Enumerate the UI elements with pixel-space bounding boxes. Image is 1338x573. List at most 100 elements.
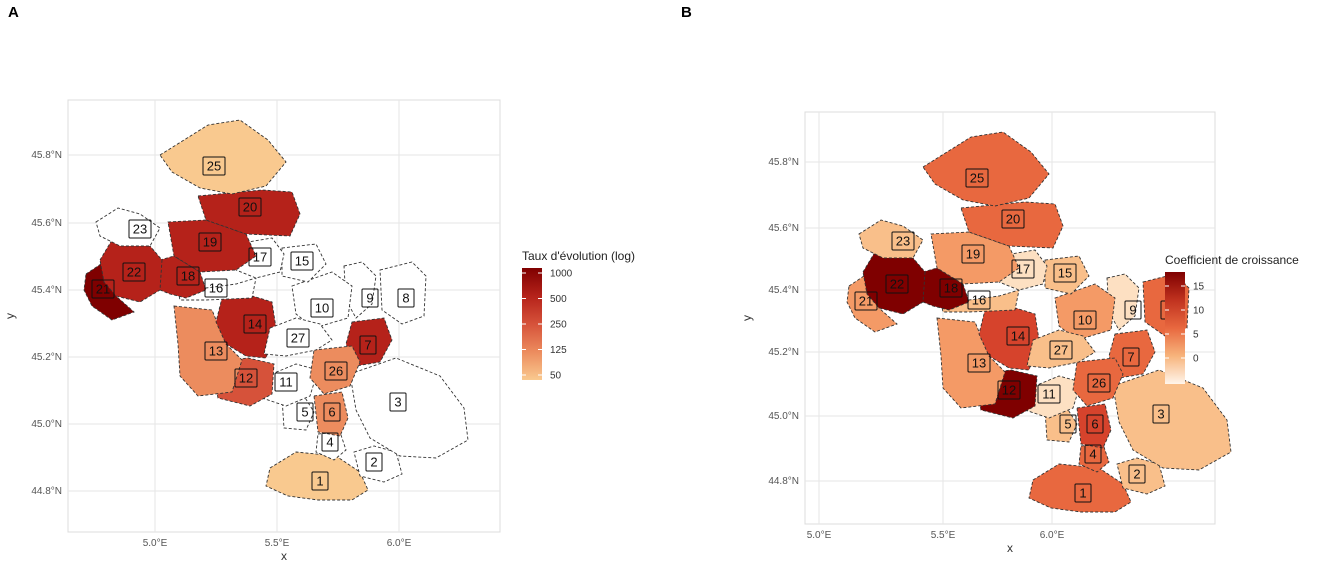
region-label-box-7 <box>1122 347 1140 367</box>
region-18[interactable] <box>922 267 970 311</box>
x-axis-title: x <box>281 549 287 563</box>
region-label-box-26 <box>324 361 348 381</box>
y-tick-label: 45.8°N <box>768 157 799 168</box>
region-label-box-17 <box>248 247 272 267</box>
region-label-16: 16 <box>209 281 223 296</box>
legend-tick-label: 500 <box>550 294 567 305</box>
region-3[interactable] <box>349 357 469 459</box>
region-label-2: 2 <box>1133 467 1140 482</box>
region-label-26: 26 <box>329 364 343 379</box>
x-tick-label: 5.0°E <box>143 538 168 549</box>
legend-tick-label: 10 <box>1193 306 1205 317</box>
region-label-box-5 <box>296 402 314 422</box>
region-label-2: 2 <box>370 455 377 470</box>
y-axis-title: y <box>740 315 754 321</box>
panel-a-letter: A <box>8 4 19 21</box>
region-label-26: 26 <box>1092 376 1106 391</box>
y-tick-label: 44.8°N <box>768 476 799 487</box>
region-15[interactable] <box>281 243 327 283</box>
region-label-box-11 <box>274 372 298 392</box>
region-label-7: 7 <box>1127 350 1134 365</box>
region-label-3: 3 <box>394 395 401 410</box>
region-label-box-3 <box>1152 404 1170 424</box>
legend-title: Coefficient de croissance <box>1165 253 1299 267</box>
region-label-7: 7 <box>364 338 371 353</box>
region-label-box-18 <box>176 266 200 286</box>
legend-colorbar <box>522 268 542 380</box>
region-10[interactable] <box>291 271 353 329</box>
region-7[interactable] <box>345 317 393 367</box>
y-tick-label: 45.6°N <box>31 218 62 229</box>
region-label-box-15 <box>1053 263 1077 283</box>
region-label-6: 6 <box>328 405 335 420</box>
region-label-box-13 <box>204 341 228 361</box>
x-axis-title: x <box>1007 541 1013 555</box>
region-11[interactable] <box>261 363 319 407</box>
region-label-13: 13 <box>972 356 986 371</box>
y-tick-label: 45.4°N <box>31 285 62 296</box>
region-label-box-9 <box>361 288 379 308</box>
panel-b-letter: B <box>681 4 692 21</box>
region-label-22: 22 <box>127 265 141 280</box>
region-label-8: 8 <box>402 291 409 306</box>
region-label-15: 15 <box>295 254 309 269</box>
region-label-15: 15 <box>1058 266 1072 281</box>
region-26[interactable] <box>1072 357 1124 407</box>
region-9[interactable] <box>1106 273 1140 331</box>
region-18[interactable] <box>159 255 207 299</box>
region-label-17: 17 <box>1016 262 1030 277</box>
region-10[interactable] <box>1054 283 1116 341</box>
region-label-21: 21 <box>859 294 873 309</box>
region-15[interactable] <box>1044 255 1090 295</box>
region-label-21: 21 <box>96 282 110 297</box>
region-label-3: 3 <box>1157 407 1164 422</box>
legend-colorbar <box>1165 272 1185 384</box>
region-20[interactable] <box>960 201 1064 249</box>
x-tick-label: 6.0°E <box>1040 530 1065 541</box>
region-label-box-15 <box>290 251 314 271</box>
region-label-27: 27 <box>1054 343 1068 358</box>
region-23[interactable] <box>95 207 161 247</box>
y-tick-label: 45.0°N <box>31 419 62 430</box>
region-14[interactable] <box>215 293 277 359</box>
region-label-box-2 <box>365 452 383 472</box>
region-label-17: 17 <box>253 250 267 265</box>
region-label-box-7 <box>359 335 377 355</box>
legend-tick-label: 50 <box>550 371 562 382</box>
region-label-box-23 <box>891 231 915 251</box>
legend-title: Taux d'évolution (log) <box>522 249 635 263</box>
region-9[interactable] <box>343 261 377 319</box>
y-tick-label: 44.8°N <box>31 486 62 497</box>
region-label-box-23 <box>128 219 152 239</box>
region-20[interactable] <box>197 189 301 237</box>
region-16[interactable] <box>175 277 257 301</box>
map-panel-b: 1234567891011121314151617181920212223252… <box>740 111 1299 555</box>
region-label-box-13 <box>967 353 991 373</box>
region-14[interactable] <box>978 305 1040 371</box>
region-label-16: 16 <box>972 293 986 308</box>
region-7[interactable] <box>1108 329 1156 379</box>
region-23[interactable] <box>858 219 924 259</box>
region-label-11: 11 <box>1042 387 1056 402</box>
region-label-box-27 <box>1049 340 1073 360</box>
region-label-box-16 <box>967 290 991 310</box>
region-1[interactable] <box>1028 463 1132 513</box>
legend-tick-label: 250 <box>550 320 567 331</box>
region-27[interactable] <box>263 317 333 357</box>
region-1[interactable] <box>265 451 369 501</box>
region-8[interactable] <box>379 261 427 325</box>
region-label-box-3 <box>389 392 407 412</box>
region-label-18: 18 <box>181 269 195 284</box>
region-11[interactable] <box>1024 375 1082 419</box>
region-label-box-12 <box>997 380 1021 400</box>
region-26[interactable] <box>309 345 361 395</box>
region-label-box-5 <box>1059 414 1077 434</box>
region-label-box-25 <box>965 168 989 188</box>
region-label-box-8 <box>397 288 415 308</box>
legend-tick-label: 125 <box>550 345 567 356</box>
region-label-box-14 <box>1006 326 1030 346</box>
region-27[interactable] <box>1026 329 1096 369</box>
region-label-box-12 <box>234 368 258 388</box>
region-16[interactable] <box>938 289 1020 313</box>
